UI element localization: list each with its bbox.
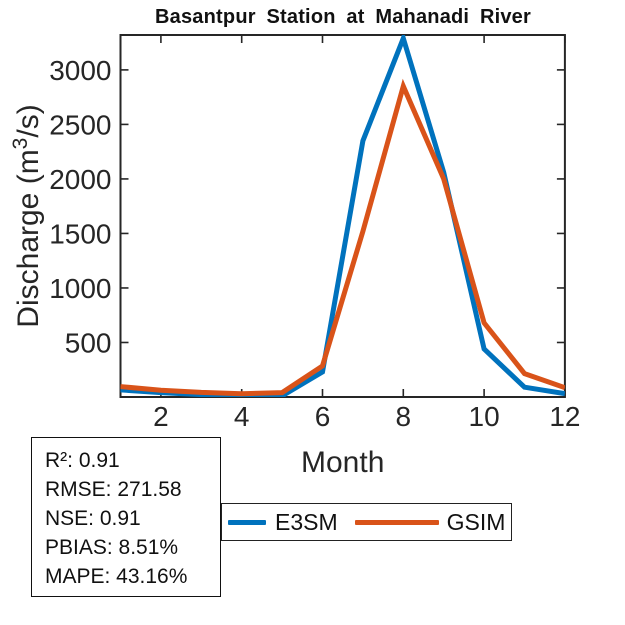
legend-line-e3sm: [228, 519, 266, 525]
y-tick-label: 2500: [49, 109, 111, 140]
x-tick-label: 10: [469, 401, 500, 432]
y-tick-label: 1500: [49, 218, 111, 249]
stat-line-mape: MAPE: 43.16%: [45, 565, 188, 588]
legend-line-gsim: [354, 519, 439, 525]
axis-box: [119, 34, 566, 398]
y-tick-label: 500: [65, 327, 112, 358]
x-tick-label: 8: [396, 401, 412, 432]
legend-label-e3sm: E3SM: [275, 508, 338, 535]
x-tick-label: 4: [234, 401, 250, 432]
legend: E3SM GSIM: [221, 503, 512, 541]
stat-line-r2: R²: 0.91: [45, 449, 120, 472]
legend-label-gsim: GSIM: [446, 508, 506, 535]
y-axis-label: Discharge (m3/s): [9, 104, 45, 327]
y-tick-label: 1000: [49, 273, 111, 304]
stat-line-pbias: PBIAS: 8.51%: [45, 536, 179, 559]
series-line-gsim: [120, 78, 565, 397]
y-tick-label: 3000: [49, 55, 111, 86]
x-axis-label: Month: [301, 446, 384, 479]
x-tick-label: 2: [153, 401, 169, 432]
stat-line-rmse: RMSE: 271.58: [45, 478, 182, 501]
stats-box: R²: 0.91 RMSE: 271.58 NSE: 0.91 PBIAS: 8…: [31, 437, 221, 597]
stat-line-nse: NSE: 0.91: [45, 507, 141, 530]
x-tick-label: 12: [549, 401, 580, 432]
chart-title: Basantpur Station at Mahanadi River: [155, 6, 531, 28]
x-tick-label: 6: [315, 401, 331, 432]
y-tick-label: 2000: [49, 164, 111, 195]
